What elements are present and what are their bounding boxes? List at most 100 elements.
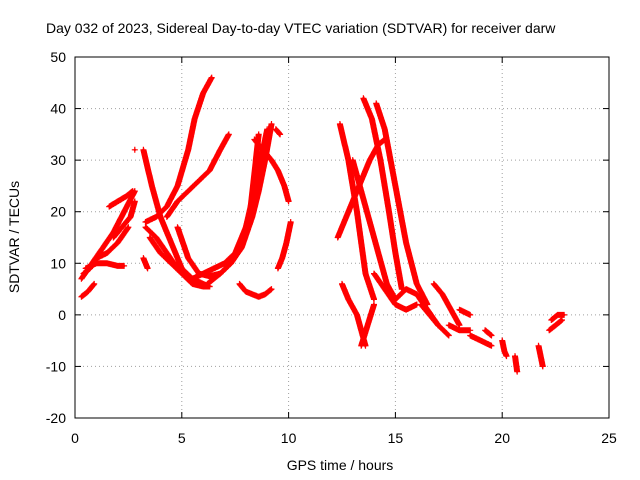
data-point xyxy=(82,272,85,275)
series-arc-07 xyxy=(131,146,138,153)
series-arc-20 xyxy=(274,219,294,272)
series-arc-22 xyxy=(336,121,377,303)
data-point xyxy=(539,354,542,358)
series-arc-26 xyxy=(358,301,377,349)
series-arc-09 xyxy=(140,255,151,272)
x-tick-label: 0 xyxy=(71,430,79,446)
data-point xyxy=(419,303,423,306)
data-point xyxy=(355,313,359,317)
data-point xyxy=(197,179,201,182)
data-point xyxy=(240,246,243,250)
data-point xyxy=(503,349,506,353)
data-point xyxy=(238,282,241,286)
data-point xyxy=(201,272,205,275)
data-point xyxy=(490,344,493,347)
data-point xyxy=(404,308,408,311)
data-point xyxy=(368,220,371,224)
y-axis-title: SDTVAR / TECUs xyxy=(6,181,22,293)
series-arc-34 xyxy=(467,332,495,349)
series-arc-04 xyxy=(82,260,128,272)
data-point xyxy=(289,220,292,224)
data-point xyxy=(479,339,483,342)
data-point xyxy=(550,318,553,322)
data-point xyxy=(394,298,397,301)
data-point xyxy=(206,282,209,286)
data-point xyxy=(287,200,290,203)
series-arc-30 xyxy=(418,301,452,339)
series-arc-03 xyxy=(78,280,98,300)
data-point xyxy=(142,148,145,152)
data-point xyxy=(372,303,376,306)
data-point xyxy=(144,220,147,224)
series-markers xyxy=(163,131,232,220)
data-point xyxy=(355,210,359,213)
data-point xyxy=(383,128,386,131)
series-markers xyxy=(140,255,151,272)
data-point xyxy=(340,282,344,286)
y-tick-label: 0 xyxy=(58,307,66,323)
data-point xyxy=(86,290,90,293)
data-point xyxy=(122,210,126,213)
data-point xyxy=(120,225,124,229)
data-point xyxy=(180,272,183,275)
series-arc-10 xyxy=(142,74,215,225)
series-arc-25 xyxy=(360,95,405,293)
data-point xyxy=(372,298,376,301)
x-tick-label: 20 xyxy=(494,430,510,446)
data-point xyxy=(336,236,339,239)
data-point xyxy=(133,148,137,152)
series-arc-28 xyxy=(371,270,420,313)
data-point xyxy=(122,264,126,268)
data-point xyxy=(432,282,436,286)
data-point xyxy=(210,76,213,79)
y-tick-label: 40 xyxy=(50,101,66,117)
data-point xyxy=(255,179,258,182)
x-tick-label: 15 xyxy=(388,430,404,446)
data-point xyxy=(404,241,408,244)
data-point xyxy=(428,313,431,317)
data-point xyxy=(80,295,83,299)
data-point xyxy=(131,189,134,193)
data-point xyxy=(556,313,559,317)
data-point xyxy=(347,298,350,301)
data-point xyxy=(562,313,566,317)
data-points xyxy=(78,74,568,375)
data-point xyxy=(404,287,408,291)
data-point xyxy=(144,225,147,229)
data-point xyxy=(560,318,564,322)
data-point xyxy=(360,344,363,347)
y-tick-label: -10 xyxy=(46,358,66,374)
data-point xyxy=(165,215,169,219)
data-point xyxy=(191,282,194,286)
data-point xyxy=(285,241,288,244)
data-point xyxy=(515,370,519,373)
data-point xyxy=(458,329,461,332)
data-point xyxy=(187,256,190,260)
series-arc-11 xyxy=(163,131,232,220)
data-point xyxy=(458,308,461,311)
data-point xyxy=(176,200,179,203)
data-point xyxy=(257,133,260,136)
data-point xyxy=(146,267,149,270)
series-markers xyxy=(456,306,474,318)
data-point xyxy=(129,215,132,219)
data-point xyxy=(370,117,374,121)
data-point xyxy=(270,287,273,291)
data-point xyxy=(362,174,365,177)
series-arc-31 xyxy=(430,280,463,329)
data-point xyxy=(229,262,233,265)
data-point xyxy=(208,169,211,172)
data-point xyxy=(223,262,226,265)
data-point xyxy=(112,236,115,239)
data-point xyxy=(360,189,363,193)
data-point xyxy=(244,290,248,293)
data-point xyxy=(513,354,517,358)
data-point xyxy=(415,303,418,306)
series-arc-16 xyxy=(204,121,275,287)
series-arc-19 xyxy=(272,126,284,138)
data-point xyxy=(394,251,397,255)
data-point xyxy=(169,241,173,244)
series-markers xyxy=(236,280,275,300)
series-arc-33 xyxy=(456,306,474,318)
